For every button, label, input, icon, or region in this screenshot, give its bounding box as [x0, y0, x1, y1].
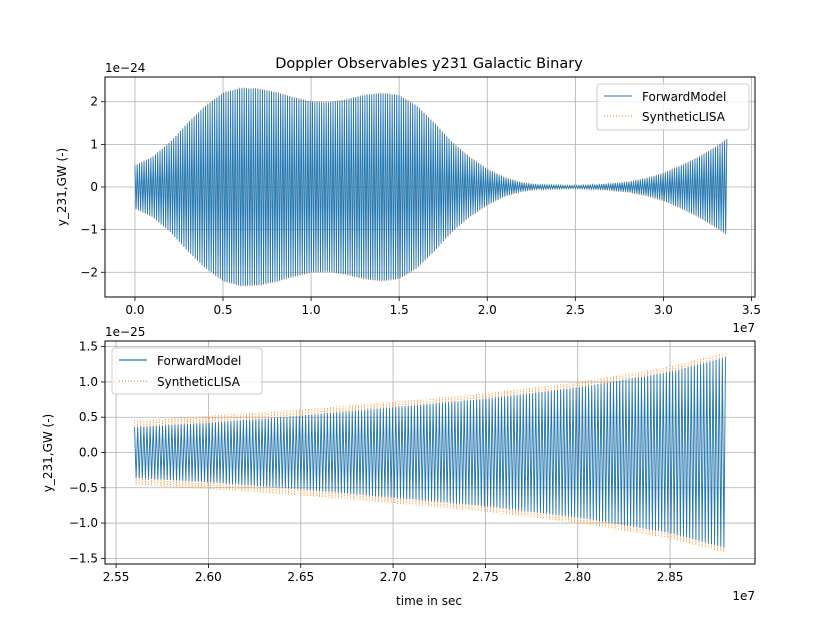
top-legend-synthetic-label: SyntheticLISA [642, 110, 726, 124]
bottom-y-tick-label: 0.5 [79, 410, 98, 424]
bottom-y-tick-label: −1.0 [69, 516, 98, 530]
bottom-y-tick-label: 1.5 [79, 340, 98, 354]
bottom-series-forwardmodel [134, 357, 726, 548]
bottom-x-tick-label: 2.85 [657, 570, 684, 584]
bottom-panel: 2.55 2.60 2.65 2.70 2.75 2.80 2.85 −1.5 −1.0 −0.… [41, 325, 756, 608]
top-x-tick-label: 3.5 [742, 303, 761, 317]
bottom-x-offset-text: 1e7 [732, 589, 755, 603]
bottom-y-offset-text: 1e−25 [105, 325, 145, 339]
bottom-x-axis-label: time in sec [396, 594, 462, 608]
bottom-x-tick-label: 2.80 [564, 570, 591, 584]
top-panel: 0.0 0.5 1.0 1.5 2.0 2.5 3.0 3.5 −2 −1 0 1 2 1e−24 1… [55, 61, 761, 335]
bottom-x-ticks: 2.55 2.60 2.65 2.70 2.75 2.80 2.85 [103, 564, 684, 584]
top-y-tick-label: 0 [90, 180, 98, 194]
bottom-y-tick-label: 0.0 [79, 446, 98, 460]
top-x-tick-label: 0.5 [213, 303, 232, 317]
bottom-x-tick-label: 2.60 [195, 570, 222, 584]
bottom-y-tick-label: −0.5 [69, 481, 98, 495]
bottom-y-tick-label: 1.0 [79, 375, 98, 389]
chart-title: Doppler Observables y231 Galactic Binary [275, 56, 583, 72]
bottom-y-ticks: −1.5 −1.0 −0.5 0.0 0.5 1.0 1.5 [69, 340, 105, 565]
top-y-tick-label: −2 [80, 265, 98, 279]
top-x-tick-label: 1.5 [390, 303, 409, 317]
bottom-x-tick-label: 2.70 [380, 570, 407, 584]
bottom-x-tick-label: 2.75 [472, 570, 499, 584]
bottom-y-tick-label: −1.5 [69, 551, 98, 565]
top-legend: ForwardModel SyntheticLISA [596, 83, 750, 131]
top-x-tick-label: 3.0 [654, 303, 673, 317]
top-legend-forward-label: ForwardModel [642, 90, 726, 104]
top-y-ticks: −2 −1 0 1 2 [80, 95, 105, 279]
top-x-tick-label: 0.0 [125, 303, 144, 317]
bottom-y-axis-label: y_231,GW (-) [41, 414, 55, 493]
bottom-x-tick-label: 2.55 [103, 570, 130, 584]
bottom-x-tick-label: 2.65 [287, 570, 314, 584]
top-series-forwardmodel [134, 88, 728, 286]
top-x-tick-label: 2.0 [478, 303, 497, 317]
top-y-tick-label: 1 [90, 137, 98, 151]
top-y-axis-label: y_231,GW (-) [55, 148, 69, 227]
top-x-tick-label: 1.0 [302, 303, 321, 317]
top-series-syntheticlisa [134, 87, 728, 287]
bottom-legend-forward-label: ForwardModel [157, 354, 241, 368]
top-y-tick-label: −1 [80, 223, 98, 237]
top-plot-area [134, 87, 728, 287]
bottom-legend: ForwardModel SyntheticLISA [111, 347, 263, 395]
top-legend-box [596, 83, 750, 131]
top-x-tick-label: 2.5 [566, 303, 585, 317]
bottom-legend-synthetic-label: SyntheticLISA [157, 375, 241, 389]
top-y-tick-label: 2 [90, 95, 98, 109]
top-y-offset-text: 1e−24 [105, 61, 145, 75]
bottom-plot-area [134, 352, 726, 553]
top-x-offset-text: 1e7 [732, 321, 755, 335]
bottom-legend-box [111, 347, 263, 395]
top-x-ticks: 0.0 0.5 1.0 1.5 2.0 2.5 3.0 3.5 [125, 297, 761, 317]
